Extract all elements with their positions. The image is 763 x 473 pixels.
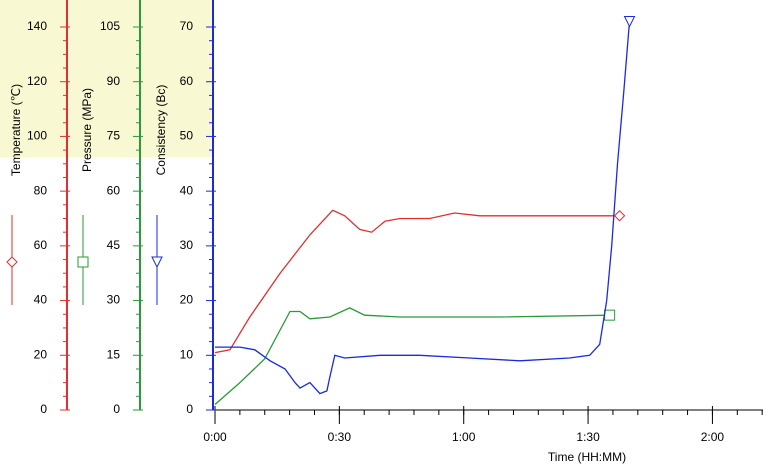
x-axis-label: Time (HH:MM) — [548, 450, 626, 464]
x-tick-label: 0:00 — [203, 430, 227, 444]
y-tick-label: 20 — [34, 347, 48, 361]
y-tick-label: 40 — [34, 293, 48, 307]
end-marker — [623, 16, 636, 28]
y-tick-label: 105 — [100, 19, 120, 33]
y-tick-label: 40 — [180, 183, 194, 197]
y-tick-label: 75 — [107, 129, 121, 143]
y-tick-label: 100 — [27, 129, 47, 143]
y-tick-label: 50 — [180, 129, 194, 143]
x-tick-label: 1:30 — [576, 430, 600, 444]
y-tick-label: 0 — [113, 402, 120, 416]
legend-marker — [151, 256, 163, 269]
legend-label: Consistency (Bc) — [154, 85, 168, 176]
x-tick-label: 2:00 — [701, 430, 725, 444]
y-tick-label: 70 — [180, 19, 194, 33]
y-tick-label: 15 — [107, 347, 121, 361]
y-tick-label: 80 — [34, 183, 48, 197]
data-line — [215, 21, 631, 395]
y-tick-label: 0 — [40, 402, 47, 416]
y-tick-label: 30 — [180, 238, 194, 252]
end-marker — [613, 210, 626, 222]
legend-label: Pressure (MPa) — [80, 88, 94, 172]
y-tick-label: 60 — [34, 238, 48, 252]
legend-marker — [6, 256, 18, 268]
x-tick-label: 0:30 — [328, 430, 352, 444]
data-line — [214, 307, 610, 405]
highlight-band — [0, 0, 213, 157]
y-tick-label: 30 — [107, 293, 121, 307]
data-line — [214, 209, 620, 354]
y-tick-label: 20 — [180, 293, 194, 307]
legend-label: Temperature (℃) — [9, 84, 23, 176]
end-marker — [604, 309, 616, 321]
y-tick-label: 45 — [107, 238, 121, 252]
y-tick-label: 10 — [180, 347, 194, 361]
y-tick-label: 90 — [107, 74, 121, 88]
y-tick-label: 140 — [27, 19, 47, 33]
y-tick-label: 120 — [27, 74, 47, 88]
legend-marker — [77, 256, 89, 268]
y-tick-label: 60 — [180, 74, 194, 88]
y-tick-label: 0 — [186, 402, 193, 416]
y-tick-label: 60 — [107, 183, 121, 197]
x-tick-label: 1:00 — [452, 430, 476, 444]
